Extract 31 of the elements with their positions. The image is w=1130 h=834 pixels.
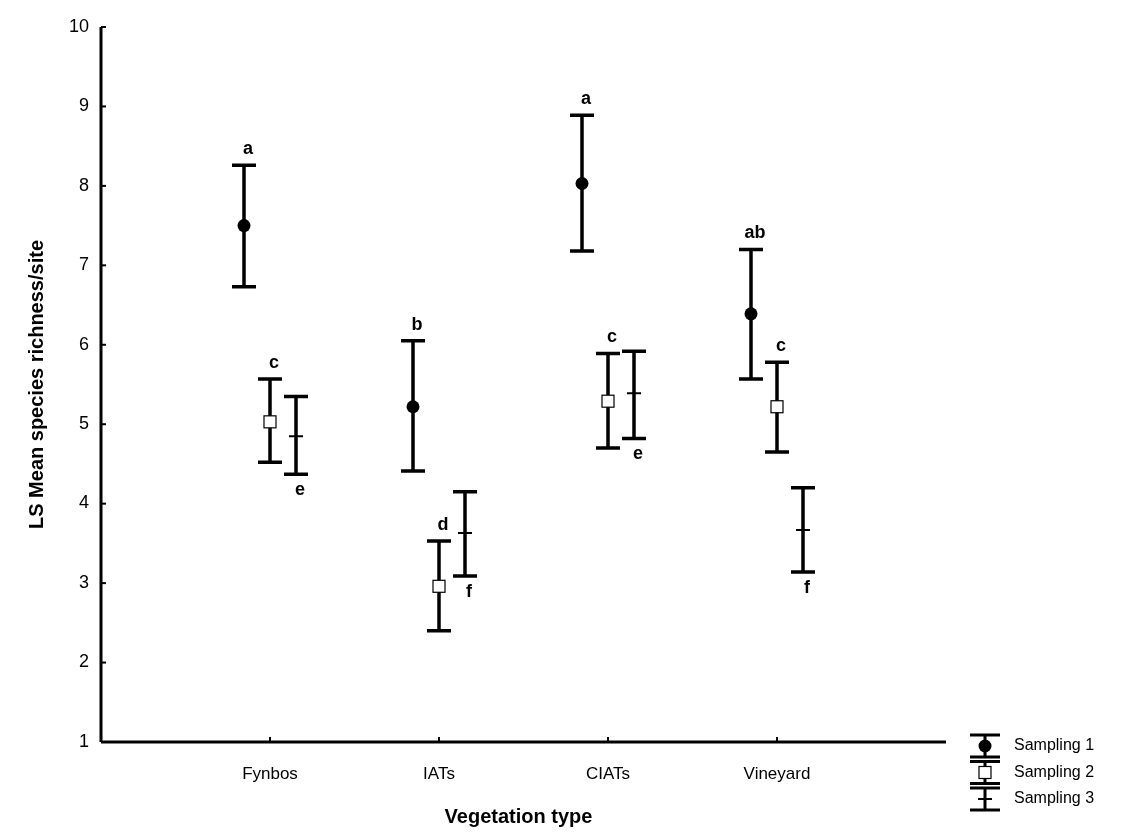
y-tick-label: 4	[78, 492, 89, 513]
annotation: a	[580, 87, 592, 108]
annotation: b	[411, 313, 423, 334]
annotation: c	[775, 335, 787, 356]
y-tick-label: 5	[78, 412, 89, 433]
annotation: e	[294, 479, 306, 500]
annotation: f	[804, 576, 811, 597]
y-tick-label: 3	[78, 571, 89, 592]
annotation: c	[606, 326, 618, 347]
legend-label: Sampling 3	[1014, 789, 1095, 807]
x-tick-label: Fynbos	[242, 764, 298, 784]
legend-label: Sampling 1	[1014, 736, 1095, 754]
y-tick-label: 10	[68, 15, 89, 36]
annotation: c	[268, 351, 280, 372]
x-axis-title: Vegetation type	[444, 805, 593, 828]
y-tick-label: 7	[78, 254, 89, 275]
annotation: e	[632, 443, 644, 464]
y-tick-label: 1	[78, 730, 89, 751]
y-tick-label: 2	[78, 651, 89, 672]
x-tick-label: IATs	[423, 764, 455, 784]
y-tick-label: 6	[78, 333, 89, 354]
annotation: ab	[744, 222, 766, 243]
x-tick-label: CIATs	[585, 764, 631, 784]
y-tick-label: 9	[78, 95, 89, 116]
y-axis-title: LS Mean species richness/site	[25, 239, 48, 530]
annotation: a	[242, 137, 254, 158]
annotation: d	[437, 513, 449, 534]
y-tick-label: 8	[78, 174, 89, 195]
annotation: f	[466, 580, 473, 601]
x-tick-label: Vineyard	[743, 764, 811, 784]
legend-label: Sampling 2	[1014, 762, 1095, 780]
